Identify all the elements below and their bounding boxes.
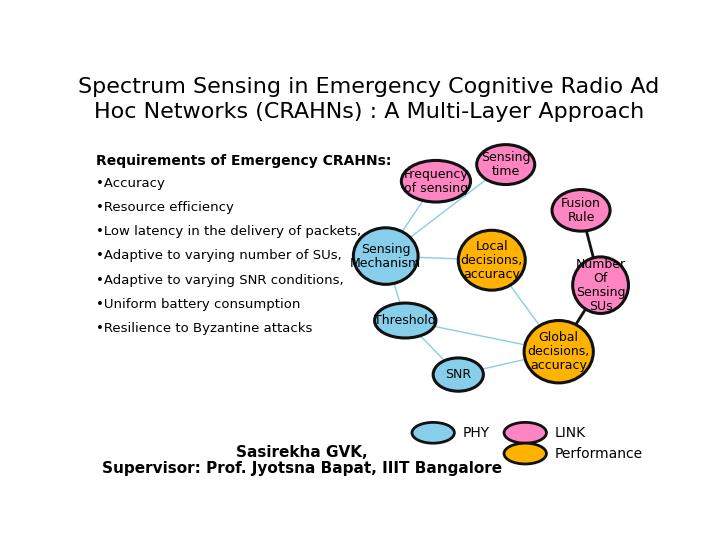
Text: •Resilience to Byzantine attacks: •Resilience to Byzantine attacks <box>96 322 312 335</box>
Text: Spectrum Sensing in Emergency Cognitive Radio Ad
Hoc Networks (CRAHNs) : A Multi: Spectrum Sensing in Emergency Cognitive … <box>78 77 660 122</box>
Text: Number
Of
Sensing
SUs: Number Of Sensing SUs <box>575 258 626 313</box>
Text: Sensing
Mechanism: Sensing Mechanism <box>350 242 421 269</box>
Text: Supervisor: Prof. Jyotsna Bapat, IIIT Bangalore: Supervisor: Prof. Jyotsna Bapat, IIIT Ba… <box>102 461 502 476</box>
Text: Sensing
time: Sensing time <box>481 151 531 178</box>
Text: Sasirekha GVK,: Sasirekha GVK, <box>236 446 368 460</box>
Ellipse shape <box>572 257 629 313</box>
Ellipse shape <box>504 422 546 443</box>
Text: Threshold: Threshold <box>374 314 436 327</box>
Text: Global
decisions,
accuracy: Global decisions, accuracy <box>528 331 590 372</box>
Text: Local
decisions,
accuracy: Local decisions, accuracy <box>461 240 523 281</box>
Ellipse shape <box>412 422 454 443</box>
Text: Performance: Performance <box>555 447 643 461</box>
Ellipse shape <box>458 230 526 290</box>
Text: Requirements of Emergency CRAHNs:: Requirements of Emergency CRAHNs: <box>96 154 391 168</box>
Text: •Accuracy: •Accuracy <box>96 177 164 190</box>
Text: •Adaptive to varying number of SUs,: •Adaptive to varying number of SUs, <box>96 249 341 262</box>
Ellipse shape <box>552 190 610 231</box>
Text: LINK: LINK <box>555 426 586 440</box>
Text: SNR: SNR <box>445 368 472 381</box>
Text: PHY: PHY <box>463 426 490 440</box>
Text: •Low latency in the delivery of packets,: •Low latency in the delivery of packets, <box>96 225 361 238</box>
Ellipse shape <box>401 160 471 202</box>
Ellipse shape <box>354 228 418 285</box>
Ellipse shape <box>524 321 593 383</box>
Ellipse shape <box>477 145 535 185</box>
Text: Frequency
of sensing: Frequency of sensing <box>404 168 468 195</box>
Ellipse shape <box>504 443 546 464</box>
Text: •Resource efficiency: •Resource efficiency <box>96 201 233 214</box>
Text: •Uniform battery consumption: •Uniform battery consumption <box>96 298 300 310</box>
Ellipse shape <box>374 303 436 338</box>
Text: Fusion
Rule: Fusion Rule <box>561 197 601 224</box>
Text: •Adaptive to varying SNR conditions,: •Adaptive to varying SNR conditions, <box>96 274 343 287</box>
Ellipse shape <box>433 358 483 391</box>
